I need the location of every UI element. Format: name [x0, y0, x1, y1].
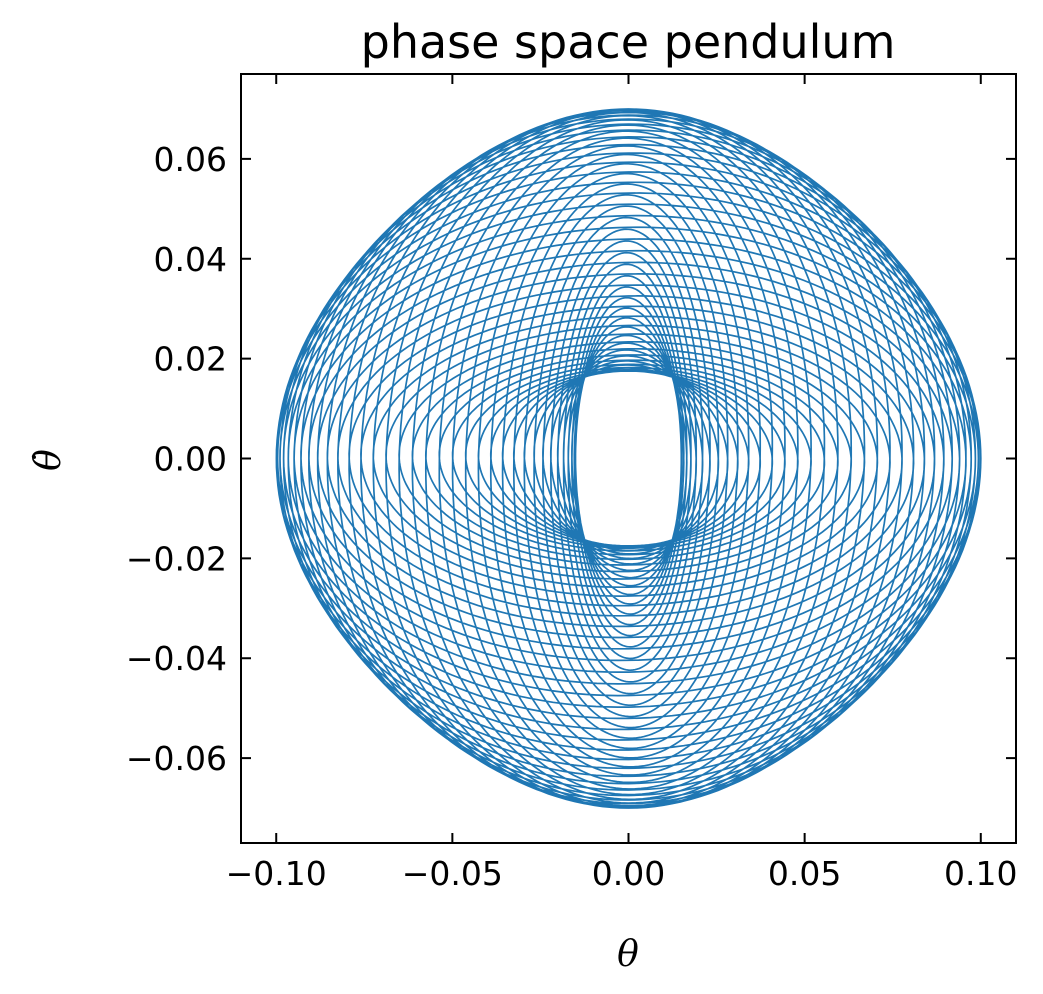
y-tick-label: 0.00 — [154, 440, 227, 479]
y-axis: 0.06 0.04 0.02 0.00 −0.02 −0.04 −0.06 — [126, 140, 1016, 778]
y-tick-label: 0.04 — [154, 240, 227, 279]
x-tick-label: 0.00 — [592, 854, 665, 893]
y-tick-label: 0.06 — [154, 140, 227, 179]
x-tick-label: −0.10 — [226, 854, 327, 893]
curve-layer — [275, 108, 982, 809]
x-tick-label: 0.05 — [768, 854, 841, 893]
x-tick-label: −0.05 — [402, 854, 503, 893]
x-axis: −0.10 −0.05 0.00 0.05 0.10 — [226, 74, 1018, 893]
series-line — [275, 108, 982, 809]
chart-title: phase space pendulum — [361, 15, 896, 69]
y-axis-label: θ̇ — [28, 449, 69, 471]
y-tick-label: 0.02 — [154, 340, 227, 379]
y-tick-label: −0.02 — [126, 539, 227, 578]
y-tick-label: −0.04 — [126, 639, 227, 678]
x-tick-label: 0.10 — [944, 854, 1017, 893]
y-tick-label: −0.06 — [126, 739, 227, 778]
x-axis-label: θ — [617, 934, 639, 975]
